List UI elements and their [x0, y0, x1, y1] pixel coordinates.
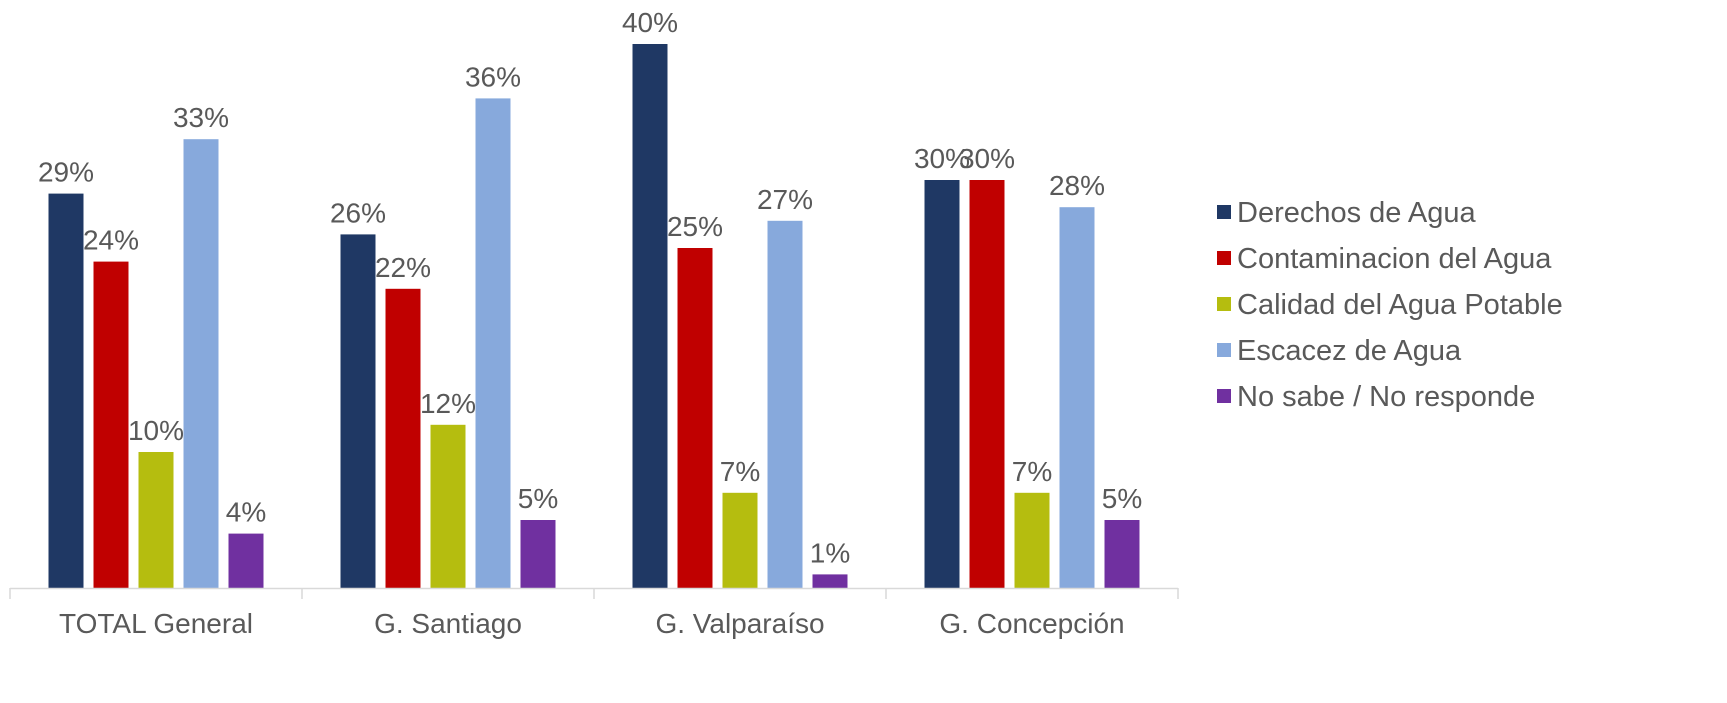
data-label: 10%: [128, 415, 184, 446]
x-tick-label: TOTAL General: [59, 608, 253, 639]
legend: Derechos de Agua Contaminacion del Agua Ca…: [1217, 197, 1563, 413]
bar[interactable]: [93, 261, 129, 588]
legend-swatch: [1217, 389, 1231, 403]
bar[interactable]: [924, 180, 960, 588]
bar[interactable]: [228, 533, 264, 588]
bar[interactable]: [767, 220, 803, 589]
bar[interactable]: [812, 574, 848, 588]
data-label: 27%: [757, 184, 813, 215]
bar[interactable]: [1014, 492, 1050, 588]
bar[interactable]: [1104, 520, 1140, 588]
bar[interactable]: [969, 180, 1005, 588]
bar[interactable]: [138, 452, 174, 588]
legend-label: Derechos de Agua: [1237, 197, 1476, 229]
data-label: 26%: [330, 197, 386, 228]
data-label: 12%: [420, 388, 476, 419]
data-label: 5%: [1102, 483, 1142, 514]
bar[interactable]: [475, 98, 511, 589]
data-label: 24%: [83, 225, 139, 256]
bar[interactable]: [48, 193, 84, 588]
legend-label: Escacez de Agua: [1237, 335, 1462, 367]
data-label: 4%: [226, 497, 266, 528]
legend-swatch: [1217, 251, 1231, 265]
x-axis: TOTAL General G. Santiago G. Valparaíso G. …: [9, 587, 1179, 639]
data-label: 36%: [465, 61, 521, 92]
bar[interactable]: [520, 520, 556, 588]
bar[interactable]: [340, 234, 376, 588]
data-label: 7%: [1012, 456, 1052, 487]
data-label: 22%: [375, 252, 431, 283]
data-label: 5%: [518, 483, 558, 514]
bar[interactable]: [677, 248, 713, 588]
bar[interactable]: [430, 424, 466, 588]
x-tick-label: G. Santiago: [374, 608, 522, 639]
x-tick-label: G. Concepción: [939, 608, 1124, 639]
x-tick-label: G. Valparaíso: [655, 608, 824, 639]
legend-swatch: [1217, 297, 1231, 311]
bar[interactable]: [1059, 207, 1095, 588]
data-label: 1%: [810, 537, 850, 568]
legend-label: No sabe / No responde: [1237, 381, 1535, 413]
legend-swatch: [1217, 343, 1231, 357]
bar[interactable]: [722, 492, 758, 588]
data-label: 7%: [720, 456, 760, 487]
bar[interactable]: [632, 44, 668, 588]
legend-label: Calidad del Agua Potable: [1237, 289, 1563, 321]
data-label: 25%: [667, 211, 723, 242]
legend-label: Contaminacion del Agua: [1237, 243, 1552, 275]
data-label: 30%: [959, 143, 1015, 174]
data-label: 30%: [914, 143, 970, 174]
data-label: 28%: [1049, 170, 1105, 201]
legend-swatch: [1217, 205, 1231, 219]
data-label: 40%: [622, 7, 678, 38]
bars-layer: [48, 44, 1140, 589]
data-label: 29%: [38, 157, 94, 188]
bar[interactable]: [183, 139, 219, 588]
bar[interactable]: [385, 288, 421, 588]
data-label: 33%: [173, 102, 229, 133]
data-labels-layer: 29% 24% 10% 33% 4% 26% 22% 12% 36% 5% 40% 25% 7% 27% 1…: [38, 7, 1142, 568]
